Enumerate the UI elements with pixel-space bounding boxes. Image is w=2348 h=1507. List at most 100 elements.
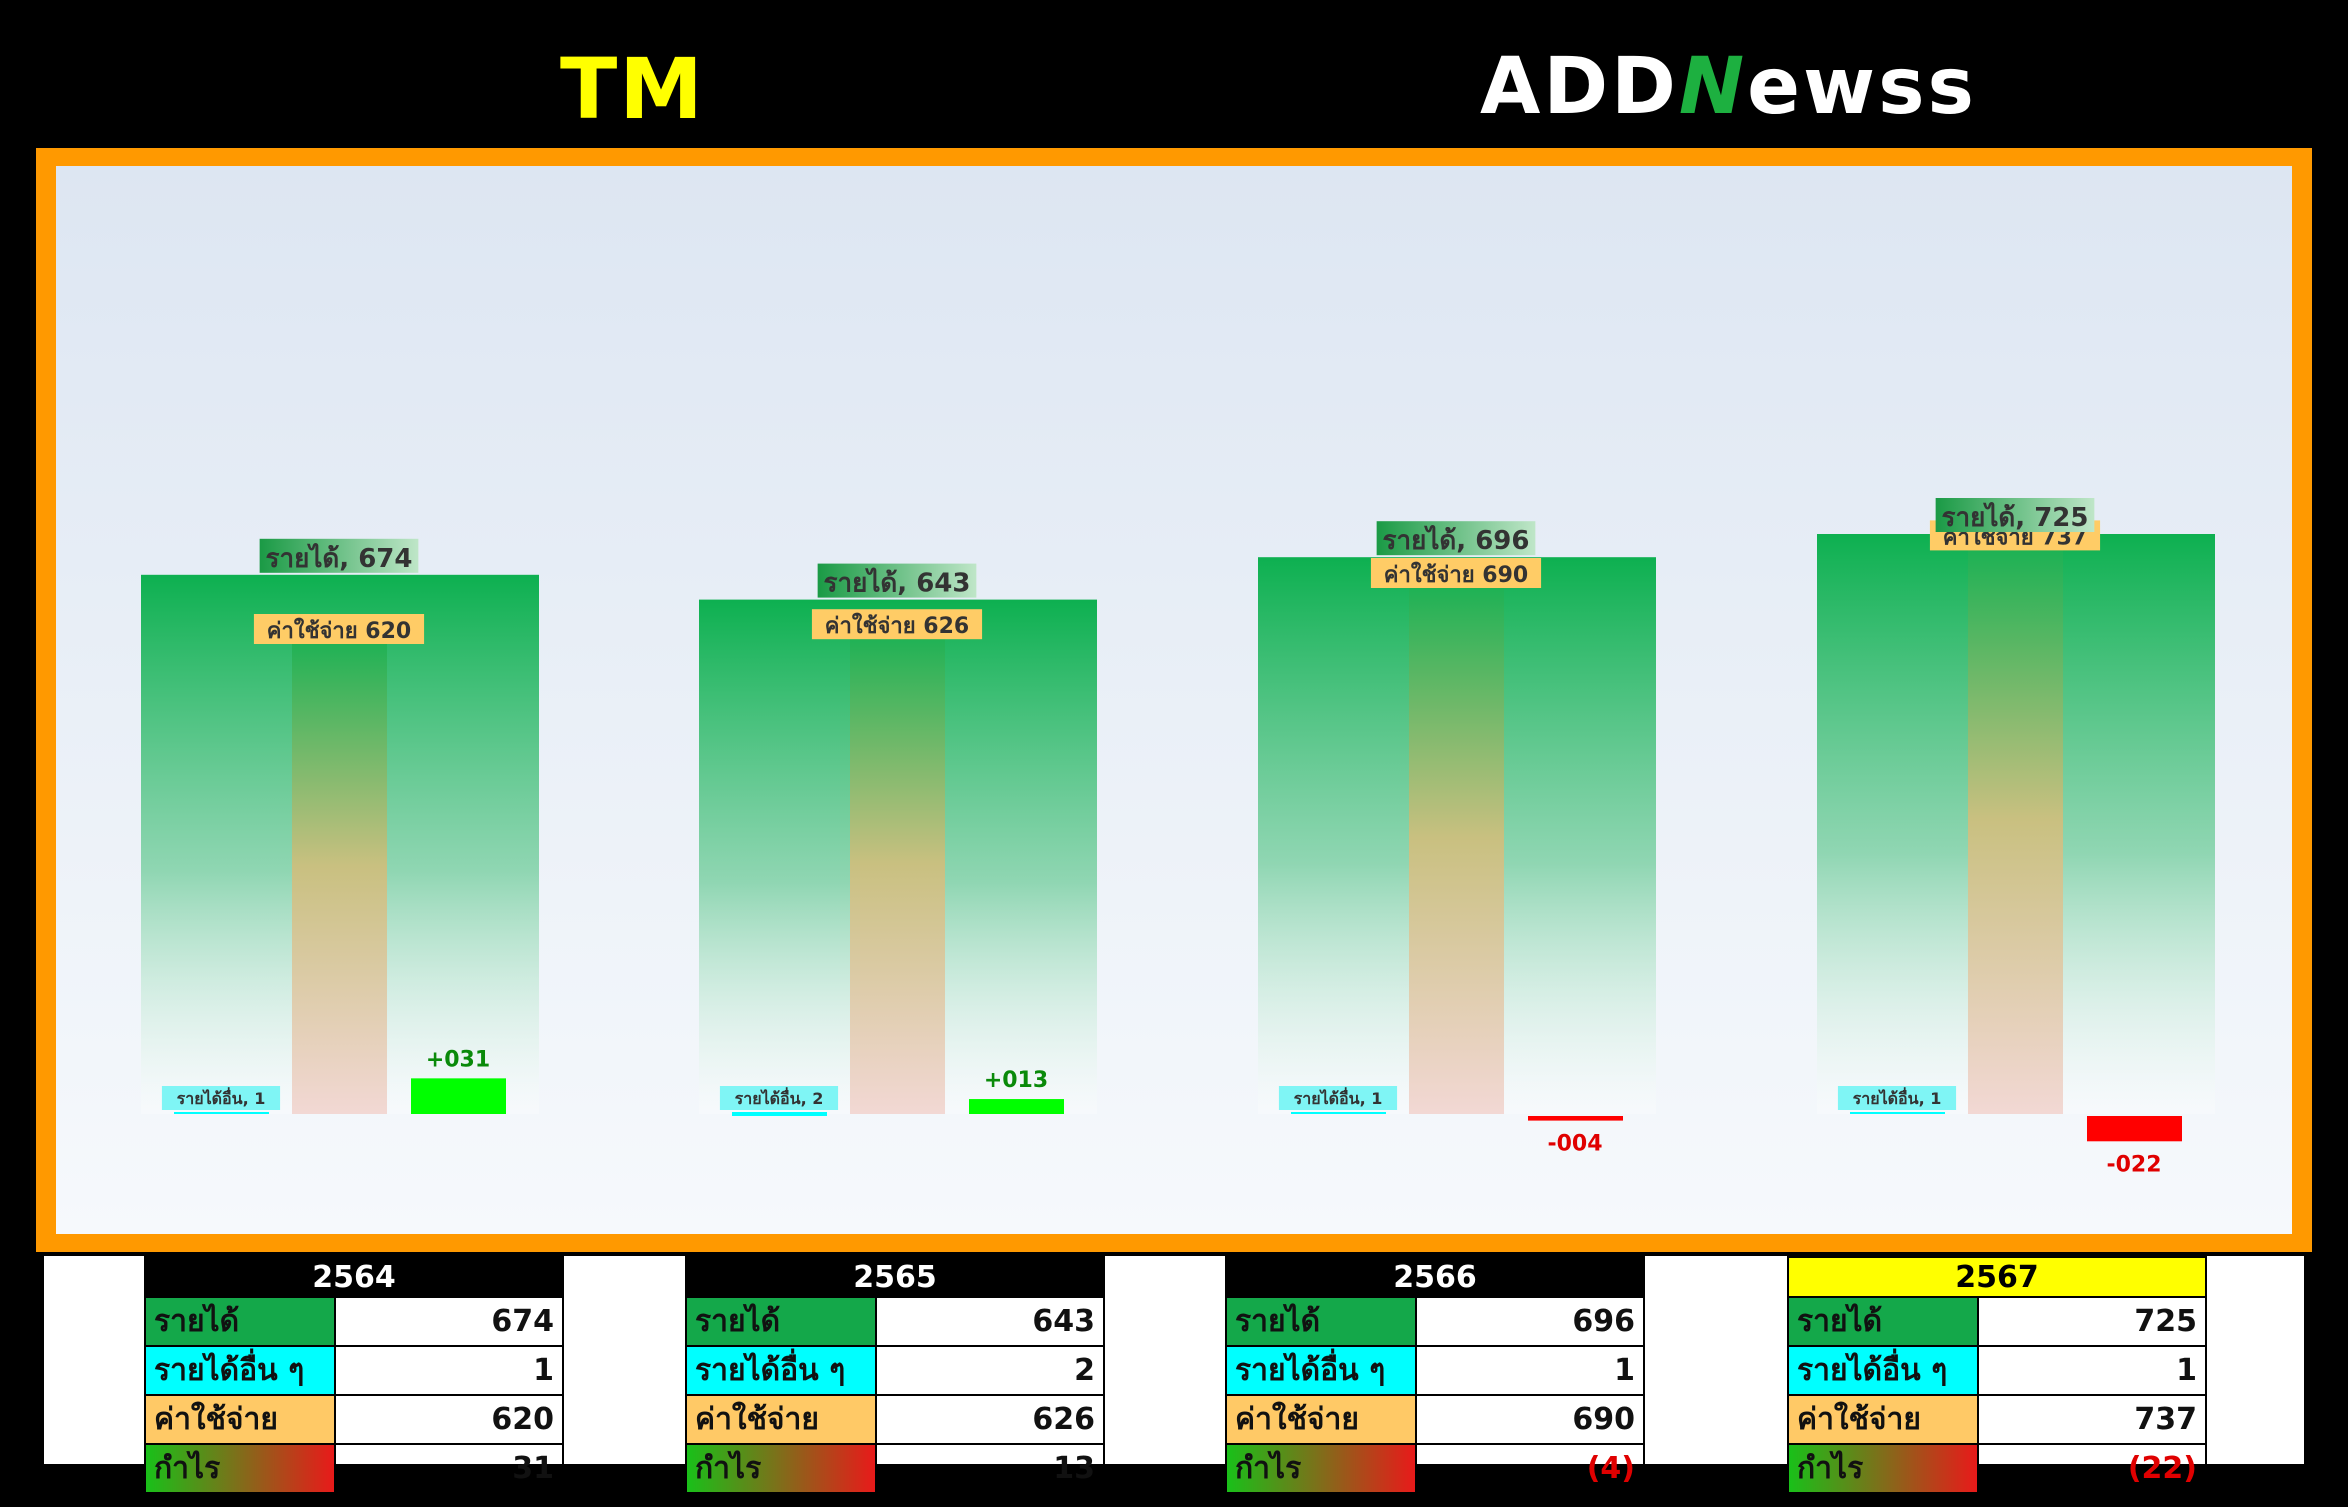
table-row-value: 31 bbox=[334, 1443, 564, 1494]
table-row: กำไร (22) bbox=[1787, 1443, 2207, 1494]
table-row: กำไร (4) bbox=[1225, 1443, 1645, 1494]
table-row-label: รายได้อื่น ๆ bbox=[685, 1345, 877, 1396]
table-year-header: 2567 bbox=[1787, 1256, 2207, 1298]
other-income-bar-2565 bbox=[732, 1112, 827, 1116]
expense-label-2565-bg bbox=[811, 609, 983, 640]
table-row-label: ค่าใช้จ่าย bbox=[685, 1394, 877, 1445]
table-row-value: 13 bbox=[875, 1443, 1105, 1494]
table-row-label: กำไร bbox=[1225, 1443, 1417, 1494]
expense-label-2564-bg bbox=[253, 614, 425, 644]
table-row-label: รายได้อื่น ๆ bbox=[1787, 1345, 1979, 1396]
profit-label-2566: -004 bbox=[1547, 1132, 1602, 1157]
expense-label-2564: ค่าใช้จ่าย 620 bbox=[267, 617, 411, 644]
other-income-bar-2564 bbox=[174, 1112, 269, 1114]
summary-tables: 2564 รายได้ 674 รายได้อื่น ๆ 1 ค่าใช้จ่าย 620 ก… bbox=[44, 1256, 2304, 1494]
profit-label-2564: +031 bbox=[426, 1047, 490, 1072]
revenue-label-2567: รายได้, 725 bbox=[1942, 501, 2089, 533]
table-row: รายได้ 674 bbox=[144, 1296, 564, 1347]
chart-plot-area: +031 รายได้อื่น, 1 ค่าใช้จ่าย 620 รายได้, 6… bbox=[56, 166, 2292, 1234]
expense-bar-2567 bbox=[1968, 524, 2063, 1114]
ticker-title: TM bbox=[560, 40, 705, 138]
revenue-label-2565-bg bbox=[817, 563, 977, 598]
chart-frame: +031 รายได้อื่น, 1 ค่าใช้จ่าย 620 รายได้, 6… bbox=[36, 148, 2312, 1252]
table-row: ค่าใช้จ่าย 737 bbox=[1787, 1394, 2207, 1445]
revenue-label-2564: รายได้, 674 bbox=[266, 542, 413, 574]
profit-label-2567: -022 bbox=[2106, 1152, 2161, 1177]
profit-label-2565: +013 bbox=[984, 1068, 1048, 1093]
table-row-label: กำไร bbox=[144, 1443, 336, 1494]
table-row-value: 725 bbox=[1977, 1296, 2207, 1347]
table-row-value: 2 bbox=[875, 1345, 1105, 1396]
revenue-label-2564-bg bbox=[259, 538, 419, 573]
other-income-label-2564: รายได้อื่น, 1 bbox=[177, 1087, 266, 1108]
summary-table-2566: 2566 รายได้ 696 รายได้อื่น ๆ 1 ค่าใช้จ่าย 690 ก… bbox=[1225, 1256, 1645, 1494]
other-income-bar-2567 bbox=[1850, 1112, 1945, 1114]
table-row-value: 1 bbox=[1415, 1345, 1645, 1396]
revenue-label-2567-bg bbox=[1935, 498, 2095, 532]
table-row: กำไร 13 bbox=[685, 1443, 1105, 1494]
table-row-value: (4) bbox=[1415, 1443, 1645, 1494]
logo-part-add: ADD bbox=[1480, 42, 1679, 132]
table-row: ค่าใช้จ่าย 690 bbox=[1225, 1394, 1645, 1445]
expense-label-2566-bg bbox=[1370, 558, 1542, 588]
summary-table-2564: 2564 รายได้ 674 รายได้อื่น ๆ 1 ค่าใช้จ่าย 620 ก… bbox=[144, 1256, 564, 1494]
financial-bar-chart: +031 รายได้อื่น, 1 ค่าใช้จ่าย 620 รายได้, 6… bbox=[141, 498, 2215, 1177]
profit-bar-2566 bbox=[1528, 1116, 1623, 1121]
table-year-header: 2564 bbox=[144, 1256, 564, 1298]
table-row-label: รายได้อื่น ๆ bbox=[1225, 1345, 1417, 1396]
table-row-value: 674 bbox=[334, 1296, 564, 1347]
table-row-label: กำไร bbox=[685, 1443, 877, 1494]
expense-bar-2564 bbox=[292, 618, 387, 1114]
expense-label-2565: ค่าใช้จ่าย 626 bbox=[825, 612, 969, 639]
table-row: รายได้ 725 bbox=[1787, 1296, 2207, 1347]
table-year-header: 2565 bbox=[685, 1256, 1105, 1298]
table-year-header: 2566 bbox=[1225, 1256, 1645, 1298]
profit-bar-2567 bbox=[2087, 1116, 2182, 1142]
table-row-value: 1 bbox=[1977, 1345, 2207, 1396]
other-income-label-2566-bg bbox=[1278, 1086, 1398, 1110]
logo-part-n: N bbox=[1678, 42, 1748, 132]
revenue-label-2566: รายได้, 696 bbox=[1383, 524, 1530, 556]
table-row-label: รายได้ bbox=[685, 1296, 877, 1347]
table-row: ค่าใช้จ่าย 620 bbox=[144, 1394, 564, 1445]
table-row-label: รายได้อื่น ๆ bbox=[144, 1345, 336, 1396]
summary-table-2567: 2567 รายได้ 725 รายได้อื่น ๆ 1 ค่าใช้จ่าย 737 ก… bbox=[1787, 1256, 2207, 1494]
table-row-label: รายได้ bbox=[1225, 1296, 1417, 1347]
table-row-label: รายได้ bbox=[1787, 1296, 1979, 1347]
table-row-label: ค่าใช้จ่าย bbox=[1225, 1394, 1417, 1445]
expense-bar-2565 bbox=[850, 613, 945, 1114]
table-row: กำไร 31 bbox=[144, 1443, 564, 1494]
summary-table-2565: 2565 รายได้ 643 รายได้อื่น ๆ 2 ค่าใช้จ่าย 626 ก… bbox=[685, 1256, 1105, 1494]
table-row-label: ค่าใช้จ่าย bbox=[1787, 1394, 1979, 1445]
table-row-value: 643 bbox=[875, 1296, 1105, 1347]
other-income-label-2567: รายได้อื่น, 1 bbox=[1853, 1087, 1942, 1108]
table-row: รายได้ 643 bbox=[685, 1296, 1105, 1347]
profit-bar-2565 bbox=[969, 1099, 1064, 1114]
other-income-label-2566: รายได้อื่น, 1 bbox=[1294, 1087, 1383, 1108]
profit-bar-2564 bbox=[411, 1078, 506, 1114]
table-row-value: 620 bbox=[334, 1394, 564, 1445]
table-row-label: รายได้ bbox=[144, 1296, 336, 1347]
table-row-label: กำไร bbox=[1787, 1443, 1979, 1494]
table-row-value: 696 bbox=[1415, 1296, 1645, 1347]
other-income-label-2565-bg bbox=[719, 1086, 839, 1110]
table-row: ค่าใช้จ่าย 626 bbox=[685, 1394, 1105, 1445]
other-income-label-2565: รายได้อื่น, 2 bbox=[735, 1087, 824, 1108]
expense-label-2566: ค่าใช้จ่าย 690 bbox=[1384, 561, 1528, 588]
expense-bar-2566 bbox=[1409, 562, 1504, 1114]
table-row-value: (22) bbox=[1977, 1443, 2207, 1494]
table-row-label: ค่าใช้จ่าย bbox=[144, 1394, 336, 1445]
addnewss-logo: ADDNewss bbox=[1480, 42, 1977, 132]
other-income-label-2567-bg bbox=[1837, 1086, 1957, 1110]
revenue-label-2566-bg bbox=[1376, 521, 1536, 556]
revenue-label-2565: รายได้, 643 bbox=[824, 567, 971, 599]
other-income-bar-2566 bbox=[1291, 1112, 1386, 1114]
table-row-value: 737 bbox=[1977, 1394, 2207, 1445]
table-row-value: 1 bbox=[334, 1345, 564, 1396]
logo-part-ewss: ewss bbox=[1747, 42, 1977, 132]
table-row-value: 626 bbox=[875, 1394, 1105, 1445]
other-income-label-2564-bg bbox=[161, 1086, 281, 1110]
